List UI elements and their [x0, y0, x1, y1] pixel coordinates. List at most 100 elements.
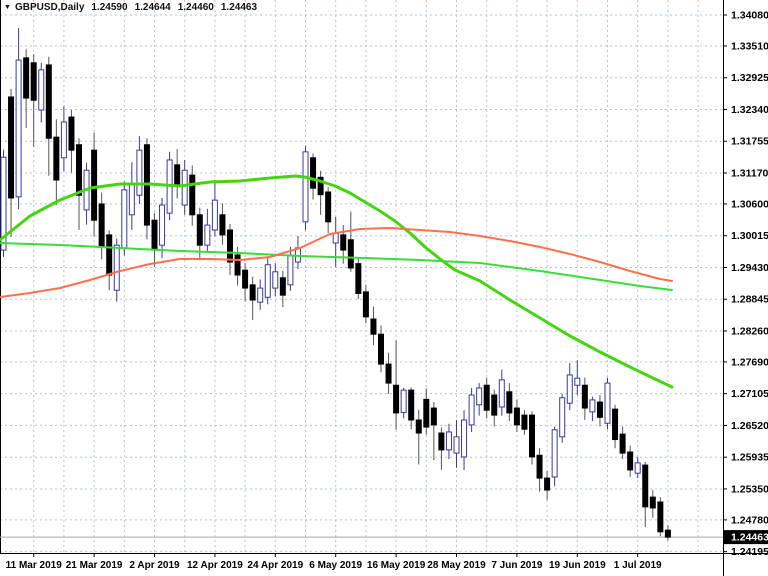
- bull-candle: [332, 232, 339, 244]
- bear-candle: [649, 496, 656, 509]
- bear-candle: [23, 57, 30, 99]
- price-tick-label: 1.24780: [731, 514, 768, 526]
- bear-candle: [483, 384, 490, 411]
- price-tick-label: 1.32925: [731, 72, 768, 84]
- bull-candle: [498, 379, 505, 408]
- bear-candle: [151, 219, 158, 251]
- ma-orange: [0, 227, 673, 298]
- bull-candle: [60, 121, 67, 159]
- bull-candle: [121, 189, 128, 249]
- bear-candle: [98, 203, 105, 248]
- bear-candle: [529, 414, 535, 458]
- price-tick-label: 1.25350: [731, 483, 768, 495]
- date-tick-label: 12 Apr 2019: [187, 560, 243, 571]
- bull-candle: [468, 394, 475, 426]
- bear-candle: [362, 291, 369, 318]
- date-tick-label: 2 Apr 2019: [129, 560, 180, 571]
- bear-candle: [196, 214, 203, 246]
- price-tick-label: 1.27105: [731, 388, 768, 400]
- date-tick-label: 11 Mar 2019: [6, 560, 63, 571]
- price-tick-label: 1.34080: [731, 10, 768, 22]
- bear-candle: [378, 333, 384, 365]
- price-tick-label: 1.24195: [731, 546, 768, 558]
- candles[interactable]: [0, 28, 671, 541]
- bear-candle: [506, 391, 513, 414]
- bull-candle: [257, 287, 264, 303]
- bear-candle: [310, 157, 317, 189]
- bull-candle: [38, 69, 45, 111]
- bear-candle: [347, 239, 354, 269]
- bull-candle: [589, 399, 596, 413]
- bull-candle: [551, 429, 558, 478]
- bear-candle: [76, 144, 82, 196]
- bull-candle: [476, 387, 483, 406]
- symbol-name: GBPUSD,Daily: [14, 2, 85, 13]
- bull-candle: [400, 389, 407, 413]
- price-tick-label: 1.28845: [731, 294, 768, 306]
- bear-candle: [393, 384, 400, 414]
- price-axis[interactable]: 1.34080 1.33510 1.32925 1.32340 1.31755 1.311…: [723, 10, 768, 559]
- bear-candle: [45, 64, 52, 139]
- bear-candle: [317, 176, 324, 196]
- time-axis[interactable]: 11 Mar 2019 21 Mar 2019 2 Apr 2019 12 Apr 2…: [6, 553, 662, 571]
- low-value: 1.24460: [177, 2, 214, 13]
- bear-candle: [8, 96, 15, 199]
- bear-candle: [91, 149, 98, 221]
- chevron-down-icon[interactable]: ▼: [4, 4, 11, 11]
- bear-candle: [30, 62, 37, 101]
- bull-candle: [113, 244, 120, 291]
- bull-candle: [634, 462, 641, 474]
- open-value: 1.24590: [91, 2, 128, 13]
- bull-candle: [159, 204, 166, 246]
- ma-thick-green: [0, 174, 674, 389]
- bid-price-label: 1.24463: [731, 532, 768, 544]
- bull-candle: [128, 184, 135, 216]
- bear-candle: [521, 414, 528, 430]
- bull-candle: [15, 59, 22, 198]
- price-tick-label: 1.26520: [731, 420, 768, 432]
- bull-candle: [604, 382, 611, 424]
- bull-candle: [559, 397, 566, 438]
- bull-candle: [264, 264, 271, 298]
- date-tick-label: 21 Mar 2019: [66, 560, 123, 571]
- bear-candle: [544, 477, 551, 491]
- bid-price-tag: 1.24463: [724, 530, 768, 545]
- bear-candle: [438, 432, 445, 451]
- price-tick-label: 1.30600: [731, 198, 768, 210]
- bear-candle: [355, 263, 362, 295]
- bear-candle: [325, 191, 332, 223]
- price-tick-label: 1.29430: [731, 262, 768, 274]
- bull-candle: [136, 149, 143, 196]
- bear-candle: [430, 407, 437, 426]
- price-tick-label: 1.25935: [731, 452, 768, 464]
- date-tick-label: 28 May 2019: [427, 560, 486, 571]
- bear-candle: [242, 269, 249, 289]
- bull-candle: [181, 169, 188, 206]
- bear-candle: [664, 529, 671, 538]
- price-tick-label: 1.33510: [731, 40, 768, 52]
- bull-candle: [302, 151, 309, 223]
- bear-candle: [491, 394, 498, 416]
- price-tick-label: 1.32340: [731, 104, 768, 116]
- bear-candle: [536, 454, 543, 479]
- bear-candle: [279, 277, 286, 296]
- price-tick-label: 1.30015: [731, 230, 768, 242]
- bear-candle: [53, 136, 60, 181]
- bear-candle: [249, 284, 256, 301]
- bear-candle: [68, 116, 75, 151]
- date-tick-label: 1 Jul 2019: [614, 560, 662, 571]
- bull-candle: [566, 374, 573, 404]
- grid-lines: [0, 0, 723, 553]
- bear-candle: [408, 389, 415, 421]
- price-tick-label: 1.28260: [731, 325, 768, 337]
- bull-candle: [211, 199, 218, 231]
- bear-candle: [234, 254, 241, 276]
- price-tick-label: 1.27690: [731, 356, 768, 368]
- symbol-ohlc-label: ▼ GBPUSD,Daily 1.24590 1.24644 1.24460 1.2446…: [4, 2, 257, 13]
- bear-candle: [657, 501, 664, 533]
- price-tick-label: 1.31170: [731, 167, 768, 179]
- bear-candle: [619, 433, 626, 454]
- high-value: 1.24644: [134, 2, 171, 13]
